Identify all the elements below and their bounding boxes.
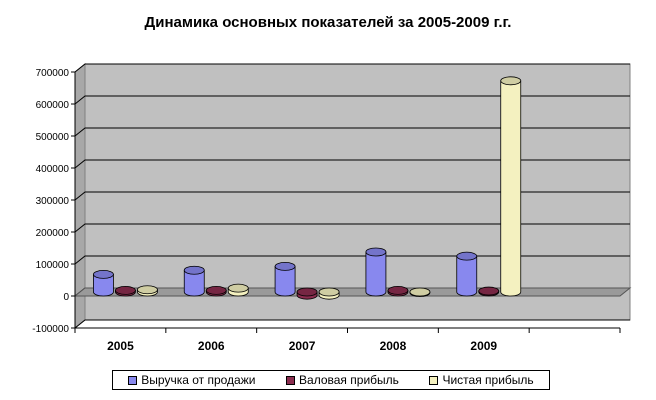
y-tick-label: 0 (63, 292, 69, 303)
bar-net-profit-2009 (500, 76, 522, 297)
bar-body (456, 255, 478, 297)
legend-label-net-profit: Чистая прибыль (442, 373, 534, 387)
gridline (74, 95, 630, 105)
bar-net-profit-2006 (227, 283, 249, 297)
x-axis: 2005 2006 2007 2008 2009 (74, 327, 621, 353)
bar-cap (456, 251, 478, 261)
y-tick-label: -100000 (32, 324, 69, 335)
legend-swatch-gross-profit (286, 375, 296, 385)
bar-revenue-2005 (93, 269, 114, 297)
bar-cap (318, 287, 340, 297)
bar-revenue-2008 (365, 247, 387, 297)
bars (93, 76, 522, 300)
bar-net-profit-2008 (409, 287, 431, 298)
y-axis: -100000 0 100000 200000 300000 400000 500000 60… (32, 68, 76, 335)
bar-gross-profit-2006 (205, 285, 227, 297)
gridline (74, 223, 630, 233)
bar-cap (183, 265, 205, 275)
gridline (74, 191, 630, 201)
y-tick-label: 500000 (36, 132, 70, 143)
bar-cap (296, 287, 318, 297)
bar-gross-profit-2005 (115, 285, 136, 297)
gridline (74, 255, 630, 265)
gridline (74, 127, 630, 137)
chart-title: Динамика основных показателей за 2005-20… (144, 14, 512, 31)
bar-cap (274, 261, 296, 271)
bar-cap (478, 286, 500, 296)
bar-gross-profit-2008 (387, 285, 409, 297)
legend-item-revenue: Выручка от продажи (128, 373, 255, 387)
bar-gross-profit-2007 (296, 287, 318, 300)
bar-cap (115, 285, 136, 295)
x-tick-label: 2007 (289, 339, 316, 353)
legend-label-revenue: Выручка от продажи (141, 373, 256, 387)
legend: Выручка от продажи Валовая прибыль Чиста… (112, 370, 550, 390)
x-tick-label: 2006 (198, 339, 225, 353)
y-tick-label: 300000 (36, 196, 70, 207)
x-tick-label: 2008 (380, 339, 407, 353)
bar-cap (409, 287, 431, 297)
bar-body (93, 274, 114, 297)
gridline (74, 159, 630, 169)
bar-cap (227, 283, 249, 293)
legend-item-net-profit: Чистая прибыль (429, 373, 534, 387)
legend-swatch-revenue (128, 375, 138, 385)
legend-label-gross-profit: Валовая прибыль (299, 373, 399, 387)
legend-swatch-net-profit (429, 375, 439, 385)
y-tick-label: 100000 (36, 260, 70, 271)
bar-revenue-2009 (456, 251, 478, 297)
gridline (74, 63, 630, 73)
bar-body (183, 269, 205, 297)
y-tick-label: 700000 (36, 68, 70, 79)
plot-floor (73, 287, 632, 297)
y-tick-label: 200000 (36, 228, 70, 239)
bar-net-profit-2005 (137, 285, 158, 297)
y-tick-label: 600000 (36, 100, 70, 111)
bar-cap (365, 247, 387, 257)
bar-body (274, 266, 296, 297)
bar-cap (387, 285, 409, 295)
bar-revenue-2006 (183, 265, 205, 297)
bar-cap (93, 269, 114, 279)
zero-plane (73, 287, 632, 297)
bar-cap (137, 285, 158, 295)
bar-cap (205, 285, 227, 295)
bar-gross-profit-2009 (478, 286, 500, 297)
x-tick-label: 2005 (107, 339, 134, 353)
x-tick-label: 2009 (470, 339, 497, 353)
gridline (74, 319, 630, 329)
bar-net-profit-2007 (318, 287, 340, 300)
bar-body (500, 80, 522, 297)
legend-item-gross-profit: Валовая прибыль (286, 373, 399, 387)
bar-body (365, 251, 387, 297)
y-tick-label: 400000 (36, 164, 70, 175)
bar-revenue-2007 (274, 261, 296, 297)
bar-cap (500, 76, 522, 86)
